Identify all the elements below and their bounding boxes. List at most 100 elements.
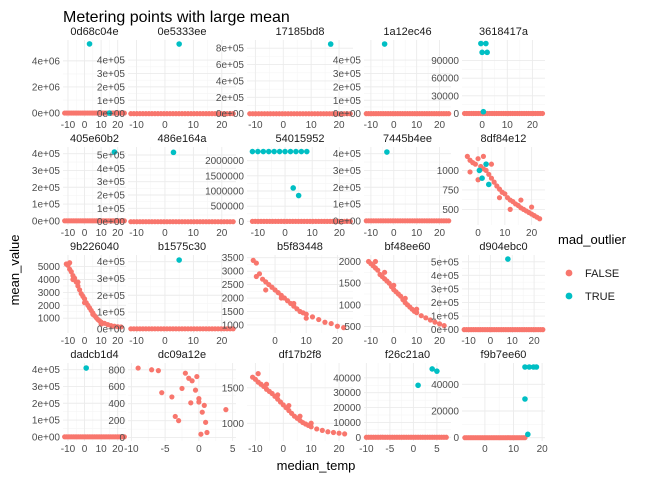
x-tick-label: 20 <box>216 336 228 347</box>
y-tick-label: 8e+05 <box>216 44 245 55</box>
point-false <box>182 370 188 376</box>
facet-dc09a12e: dc09a12e -10 -5 0 5 0 200 400 600 800 <box>108 349 236 455</box>
facet-f9b7ee60: f9b7ee60 0 10 20 0 20000 40000 <box>431 349 548 455</box>
y-tick-label: 1000 <box>437 166 460 177</box>
y-tick-label: 2e+05 <box>32 399 61 410</box>
point-false <box>443 434 449 440</box>
x-tick-label: 0 <box>162 336 168 347</box>
point-false <box>198 431 204 437</box>
facet-dadcb1d4: dadcb1d4 -10 0 10 20 0e+00 1e+05 2e+05 3e+05 4e+0… <box>32 349 127 455</box>
x-tick-label: 0 <box>488 336 494 347</box>
x-tick-label: 0 <box>282 228 288 239</box>
facet-strip-label: 1a12ec46 <box>383 26 431 38</box>
y-tick-label: 1000 <box>339 300 362 311</box>
y-tick-label: 0e+00 <box>32 216 61 227</box>
facet-strip-label: dc09a12e <box>158 349 206 361</box>
point-false <box>441 323 447 329</box>
y-tick-label: 1e+05 <box>431 312 460 323</box>
point-true <box>522 396 528 402</box>
point-false <box>70 276 76 283</box>
x-tick-label: -10 <box>61 444 76 455</box>
point-true <box>176 257 182 263</box>
x-tick-label: 20 <box>537 444 549 455</box>
x-tick-label: 0 <box>391 120 397 131</box>
point-false <box>488 161 495 167</box>
x-tick-label: 20 <box>434 228 446 239</box>
point-false <box>189 378 195 384</box>
x-tick-label: 0 <box>162 228 168 239</box>
legend: mad_outlier FALSE TRUE <box>558 232 627 303</box>
x-tick-label: 0 <box>82 444 88 455</box>
point-true <box>170 149 177 156</box>
x-tick-label: 10 <box>301 336 313 347</box>
y-tick-label: 0e+00 <box>97 217 126 228</box>
point-true <box>485 181 492 188</box>
x-tick-label: 5 <box>434 444 440 455</box>
point-false <box>275 392 281 398</box>
point-false <box>372 258 379 265</box>
facet-df17b2f8: df17b2f8 -10 0 10 20 1000 1500 <box>222 349 353 455</box>
y-tick-label: 3000 <box>222 267 245 278</box>
point-true <box>327 41 334 47</box>
x-tick-label: -10 <box>251 228 266 239</box>
y-tick-label: 1000 <box>38 314 61 325</box>
x-tick-label: -10 <box>61 120 76 131</box>
y-tick-label: 1000 <box>222 419 245 430</box>
point-false <box>201 402 207 408</box>
point-false <box>488 175 495 181</box>
point-false <box>436 321 443 327</box>
x-tick-label: 0 <box>475 228 481 239</box>
point-true <box>298 148 305 155</box>
x-tick-label: 0 <box>482 444 488 455</box>
facet-8df84e12: 8df84e12 0 10 20 500 750 1000 <box>437 133 545 239</box>
facet-strip-label: b1575c30 <box>158 241 206 253</box>
point-false <box>172 413 178 420</box>
point-false <box>286 402 292 409</box>
facet-17185bd8: 17185bd8-10 0 10 200e+002e+054e+056e+058e+0… <box>216 26 353 131</box>
y-tick-label: 4e+05 <box>32 365 61 376</box>
x-tick-label: 0 <box>391 336 397 347</box>
point-true <box>290 185 297 191</box>
y-tick-label: 5e+05 <box>431 257 460 268</box>
y-tick-label: 1500 <box>339 279 362 290</box>
point-false <box>204 429 210 436</box>
y-tick-label: 3000 <box>38 288 61 299</box>
point-false <box>491 179 497 185</box>
x-tick-label: 20 <box>333 444 345 455</box>
y-tick-label: 0e+00 <box>32 109 61 120</box>
point-false <box>121 434 127 440</box>
point-true <box>381 41 388 47</box>
point-true <box>255 148 261 155</box>
y-tick-label: 2000000 <box>205 156 244 167</box>
facet-strip-label: 0e5333ee <box>158 26 207 38</box>
point-false <box>263 381 270 387</box>
x-tick-label: 0 <box>196 444 202 455</box>
x-tick-label: 20 <box>112 336 124 347</box>
x-tick-label: -10 <box>124 444 139 455</box>
y-tick-label: 0e+00 <box>431 325 460 336</box>
point-true <box>483 161 489 167</box>
facet-7445b4ee: 7445b4ee-10 0 10 200e+001e+052e+053e+054e+0… <box>333 133 452 239</box>
point-true <box>83 365 90 371</box>
y-tick-label: 2e+05 <box>97 291 126 302</box>
point-true <box>282 148 288 155</box>
point-false <box>314 426 320 432</box>
x-tick-label: 20 <box>527 120 539 131</box>
point-false <box>98 321 104 327</box>
point-false <box>486 171 492 177</box>
x-tick-label: 10 <box>411 228 423 239</box>
point-false <box>230 326 236 332</box>
point-false <box>223 407 229 413</box>
facet-strip-label: 8df84e12 <box>481 133 527 145</box>
y-tick-label: 2000 <box>339 257 362 268</box>
y-tick-label: 600 <box>108 382 125 393</box>
point-false <box>291 300 297 307</box>
legend-label-true: TRUE <box>585 291 615 303</box>
y-tick-label: 3e+05 <box>333 166 362 177</box>
point-false <box>336 430 342 436</box>
x-tick-label: 10 <box>96 228 108 239</box>
x-tick-label: 10 <box>499 228 511 239</box>
point-false <box>169 394 175 400</box>
legend-key-false <box>565 269 573 277</box>
y-tick-label: 2e+05 <box>32 183 61 194</box>
